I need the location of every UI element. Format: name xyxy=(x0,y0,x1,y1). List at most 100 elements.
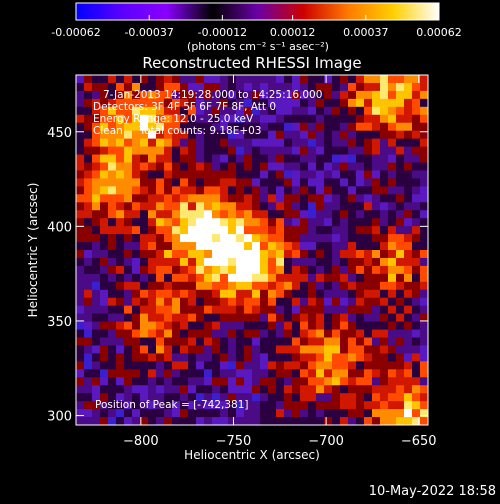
heatmap-cell xyxy=(236,273,245,283)
heatmap-cell xyxy=(84,265,93,275)
heatmap-cell xyxy=(100,170,109,180)
heatmap-cell xyxy=(116,321,125,331)
heatmap-cell xyxy=(356,337,365,347)
heatmap-cell xyxy=(108,242,117,251)
heatmap-cell xyxy=(220,401,229,410)
heatmap-cell xyxy=(340,401,349,410)
heatmap-cell xyxy=(252,242,261,251)
heatmap-cell xyxy=(116,82,125,92)
heatmap-cell xyxy=(228,393,237,402)
heatmap-cell xyxy=(100,138,109,148)
heatmap-cell xyxy=(252,154,261,164)
heatmap-cell xyxy=(372,361,381,370)
heatmap-cell xyxy=(388,313,397,323)
heatmap-cell xyxy=(236,202,245,211)
heatmap-cell xyxy=(156,170,165,180)
heatmap-cell xyxy=(92,353,101,362)
heatmap-cell xyxy=(268,297,277,307)
heatmap-cell xyxy=(196,218,205,227)
heatmap-cell xyxy=(252,226,261,235)
heatmap-cell xyxy=(164,337,173,347)
heatmap-cell xyxy=(324,130,333,140)
heatmap-cell xyxy=(412,409,421,418)
heatmap-cell xyxy=(340,130,349,140)
heatmap-cell xyxy=(108,75,117,84)
y-tick-label: 300 xyxy=(47,410,72,425)
heatmap-cell xyxy=(356,82,365,92)
heatmap-cell xyxy=(332,369,341,378)
heatmap-cell xyxy=(156,194,165,203)
heatmap-cell xyxy=(228,369,237,378)
heatmap-cell xyxy=(228,289,237,299)
heatmap-cell xyxy=(148,257,157,267)
heatmap-cell xyxy=(364,114,373,124)
heatmap-cell xyxy=(308,122,317,132)
heatmap-cell xyxy=(204,321,213,331)
heatmap-cell xyxy=(380,377,389,386)
heatmap-cell xyxy=(196,393,205,402)
heatmap-cell xyxy=(292,345,301,355)
heatmap-cell xyxy=(172,122,181,132)
heatmap-cell xyxy=(276,178,285,187)
heatmap-cell xyxy=(372,289,381,299)
heatmap-cell xyxy=(340,313,349,323)
heatmap-cell xyxy=(140,202,149,211)
heatmap-cell xyxy=(156,242,165,251)
heatmap-cell xyxy=(92,162,101,172)
heatmap-cell xyxy=(332,178,341,187)
heatmap-cell xyxy=(252,130,261,140)
heatmap-cell xyxy=(284,361,293,370)
heatmap-cell xyxy=(260,162,269,172)
heatmap-cell xyxy=(84,154,93,164)
heatmap-cell xyxy=(348,154,357,164)
heatmap-cell xyxy=(140,361,149,370)
heatmap-cell xyxy=(356,401,365,410)
heatmap-cell xyxy=(244,186,253,195)
heatmap-cell xyxy=(380,82,389,92)
heatmap-cell xyxy=(108,393,117,402)
heatmap-cell xyxy=(420,353,428,362)
heatmap-cell xyxy=(420,226,428,235)
colorbar-tick-label: 0.00012 xyxy=(270,26,316,39)
heatmap-cell xyxy=(100,265,109,275)
heatmap-cell xyxy=(380,194,389,203)
heatmap-cell xyxy=(260,321,269,331)
heatmap-cell xyxy=(188,313,197,323)
heatmap-cell xyxy=(348,186,357,195)
heatmap-cell xyxy=(100,281,109,291)
heatmap-cell xyxy=(156,281,165,291)
heatmap-cell xyxy=(356,385,365,394)
heatmap-cell xyxy=(260,393,269,402)
heatmap-cell xyxy=(108,82,117,92)
heatmap-cell xyxy=(396,178,405,187)
heatmap-cell xyxy=(396,345,405,355)
heatmap-cell xyxy=(76,289,85,299)
heatmap-cell xyxy=(308,265,317,275)
heatmap-cell xyxy=(364,393,373,402)
heatmap-cell xyxy=(340,178,349,187)
heatmap-cell xyxy=(404,265,413,275)
heatmap-cell xyxy=(124,186,133,195)
heatmap-cell xyxy=(316,130,325,140)
heatmap-cell xyxy=(252,75,261,84)
heatmap-cell xyxy=(164,106,173,116)
heatmap-cell xyxy=(340,289,349,299)
heatmap-cell xyxy=(268,114,277,124)
heatmap-cell xyxy=(316,417,325,425)
heatmap-cell xyxy=(100,162,109,172)
heatmap-cell xyxy=(132,75,141,84)
heatmap-cell xyxy=(404,369,413,378)
heatmap-cell xyxy=(308,170,317,180)
heatmap-cell xyxy=(316,202,325,211)
heatmap-cell xyxy=(284,250,293,259)
annotation-clean-counts: Clean Total counts: 9.18E+03 xyxy=(93,125,262,137)
heatmap-cell xyxy=(220,170,229,180)
heatmap-cell xyxy=(324,337,333,347)
heatmap-cell xyxy=(412,313,421,323)
heatmap-cell xyxy=(84,377,93,386)
heatmap-cell xyxy=(156,393,165,402)
heatmap-cell xyxy=(396,377,405,386)
heatmap-cell xyxy=(228,106,237,116)
heatmap-cell xyxy=(92,337,101,347)
heatmap-cell xyxy=(124,305,133,315)
